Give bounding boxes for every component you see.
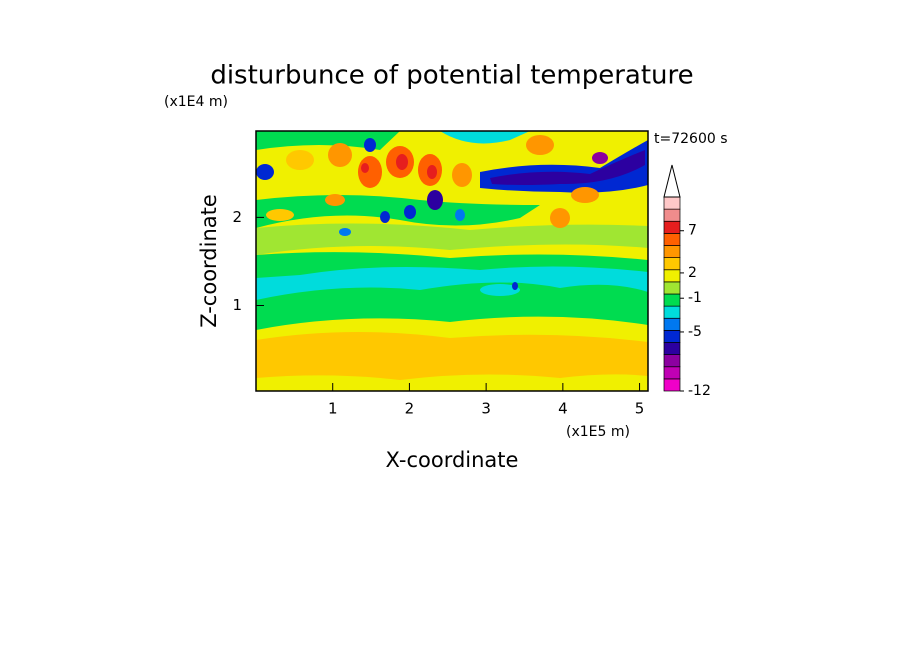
y-tick-label: 1 — [232, 296, 242, 314]
plot-frame — [255, 130, 649, 392]
x-tick-label: 5 — [635, 400, 645, 418]
colorbar-segment — [663, 342, 681, 355]
colorbar-tick-label: -12 — [688, 383, 711, 399]
x-axis-label: X-coordinate — [386, 448, 519, 472]
colorbar-segment — [663, 293, 681, 307]
colorbar-segment — [663, 269, 681, 283]
contour-field — [256, 131, 648, 391]
colorbar-segment — [663, 196, 681, 210]
colorbar-segment — [663, 317, 681, 331]
colorbar-tick-label: 2 — [688, 265, 697, 281]
colorbar-segment — [663, 257, 681, 271]
colorbar-tick-label: -5 — [688, 324, 702, 340]
colorbar-segment — [663, 366, 681, 380]
colorbar-segment — [663, 233, 681, 246]
y-axis-label: Z-coordinate — [197, 194, 221, 328]
x-tick-label: 2 — [405, 400, 415, 418]
colorbar-segment — [663, 354, 681, 368]
colorbar-segment — [663, 245, 681, 258]
x-tick-label: 1 — [328, 400, 338, 418]
y-unit: (x1E4 m) — [164, 94, 228, 110]
colorbar-segment — [663, 305, 681, 319]
colorbar-segment — [663, 378, 681, 392]
x-tick-label: 3 — [481, 400, 491, 418]
colorbar-tick-label: 7 — [688, 223, 697, 239]
colorbar-segment — [663, 220, 681, 234]
colorbar-segment — [663, 281, 681, 295]
colorbar-tick-label: -1 — [688, 290, 702, 306]
chart-title: disturbunce of potential temperature — [210, 61, 693, 91]
colorbar-extension — [663, 164, 681, 198]
y-tick-label: 2 — [232, 208, 242, 226]
x-tick-label: 4 — [558, 400, 568, 418]
x-unit: (x1E5 m) — [566, 424, 630, 440]
time-label: t=72600 s — [654, 131, 728, 147]
colorbar-segment — [663, 330, 681, 343]
colorbar-segment — [663, 208, 681, 222]
